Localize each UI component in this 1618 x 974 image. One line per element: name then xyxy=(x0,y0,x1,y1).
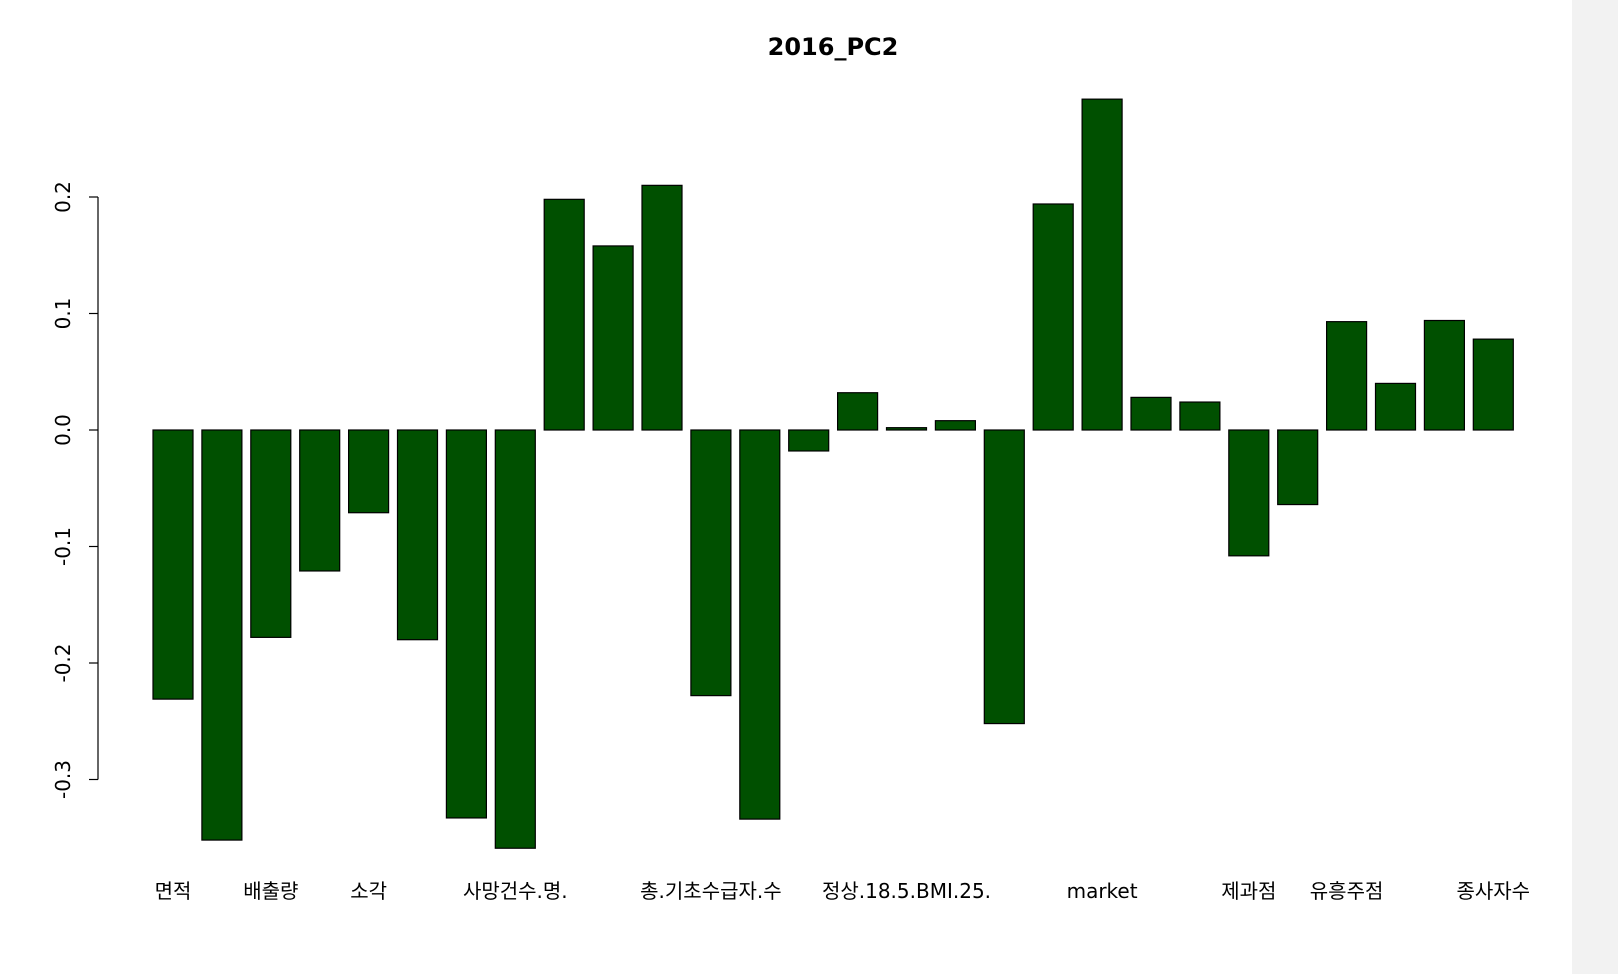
bar xyxy=(885,427,928,431)
bar xyxy=(1374,382,1417,431)
x-category-label: 유흥주점 xyxy=(1310,879,1384,903)
bar xyxy=(690,429,732,697)
x-category-label: 면적 xyxy=(155,879,192,903)
bar xyxy=(201,429,243,841)
bar xyxy=(445,429,487,819)
bar xyxy=(592,245,634,431)
bar xyxy=(1423,319,1466,431)
y-tick-label: 0.0 xyxy=(51,414,75,446)
bar xyxy=(1472,338,1514,431)
chart-title: 2016_PC2 xyxy=(768,33,899,61)
bar xyxy=(348,429,390,514)
window-edge xyxy=(1572,0,1618,974)
bar xyxy=(1130,396,1172,431)
bars xyxy=(152,98,1514,849)
x-category-label: 배출량 xyxy=(243,879,298,903)
x-category-label: 사망건수.명. xyxy=(463,879,568,903)
x-category-label: 총.기초수급자.수 xyxy=(640,879,782,903)
y-tick-label: -0.3 xyxy=(51,760,75,799)
bar xyxy=(641,184,683,431)
bar xyxy=(1081,98,1123,431)
y-tick-label: 0.1 xyxy=(51,298,75,330)
x-category-label: 제과점 xyxy=(1221,879,1276,903)
bar xyxy=(1277,429,1319,506)
x-category-label: 종사자수 xyxy=(1456,879,1530,903)
bar xyxy=(1179,401,1221,431)
bar xyxy=(396,429,439,641)
bar xyxy=(152,429,194,700)
bar xyxy=(788,429,830,452)
bar xyxy=(494,429,536,849)
bar xyxy=(934,420,977,431)
x-category-label: market xyxy=(1067,879,1138,903)
y-tick-label: -0.1 xyxy=(51,527,75,566)
y-tick-label: 0.2 xyxy=(51,181,75,213)
bar xyxy=(836,392,879,431)
bar xyxy=(739,429,781,820)
x-category-label: 정상.18.5.BMI.25. xyxy=(822,879,991,903)
bar xyxy=(543,198,585,431)
bar xyxy=(1325,321,1368,431)
bar xyxy=(1032,203,1074,431)
x-category-label: 소각 xyxy=(350,879,387,903)
y-axis: -0.3 -0.2 -0.1 0.0 0.1 0.2 xyxy=(51,181,99,799)
bar xyxy=(1228,429,1270,557)
bar xyxy=(983,429,1025,725)
y-tick-label: -0.2 xyxy=(51,643,75,682)
x-axis-labels: 면적 배출량 소각 사망건수.명. 총.기초수급자.수 정상.18.5.BMI.25. ma… xyxy=(155,879,1531,903)
bar xyxy=(299,429,341,572)
bar xyxy=(250,429,292,638)
